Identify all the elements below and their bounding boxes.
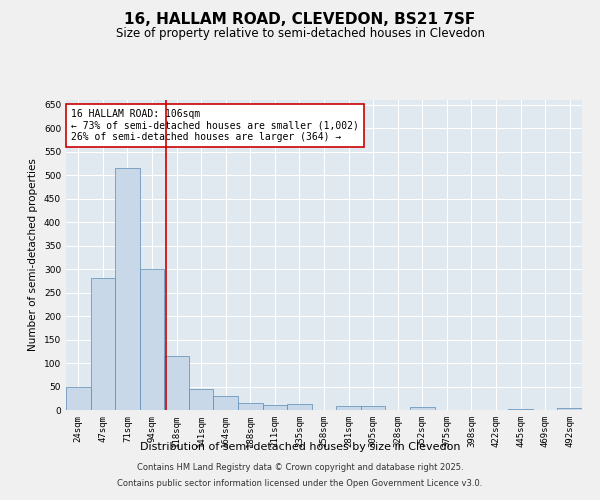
Text: Size of property relative to semi-detached houses in Clevedon: Size of property relative to semi-detach… [115, 28, 485, 40]
Bar [140, 269, 164, 410]
Bar [361, 406, 385, 410]
Bar [508, 408, 533, 410]
Bar [214, 396, 238, 410]
Bar [263, 406, 287, 410]
Text: 16 HALLAM ROAD: 106sqm
← 73% of semi-detached houses are smaller (1,002)
26% of : 16 HALLAM ROAD: 106sqm ← 73% of semi-det… [71, 110, 359, 142]
Bar [164, 356, 189, 410]
Text: Contains HM Land Registry data © Crown copyright and database right 2025.: Contains HM Land Registry data © Crown c… [137, 464, 463, 472]
Bar [336, 406, 361, 410]
Text: 16, HALLAM ROAD, CLEVEDON, BS21 7SF: 16, HALLAM ROAD, CLEVEDON, BS21 7SF [124, 12, 476, 28]
Bar [238, 403, 263, 410]
Bar [410, 407, 434, 410]
Bar [115, 168, 140, 410]
Y-axis label: Number of semi-detached properties: Number of semi-detached properties [28, 158, 38, 352]
Bar [66, 386, 91, 410]
Bar [287, 404, 312, 410]
Bar [91, 278, 115, 410]
Text: Distribution of semi-detached houses by size in Clevedon: Distribution of semi-detached houses by … [140, 442, 460, 452]
Bar [557, 408, 582, 410]
Bar [189, 389, 214, 410]
Text: Contains public sector information licensed under the Open Government Licence v3: Contains public sector information licen… [118, 478, 482, 488]
